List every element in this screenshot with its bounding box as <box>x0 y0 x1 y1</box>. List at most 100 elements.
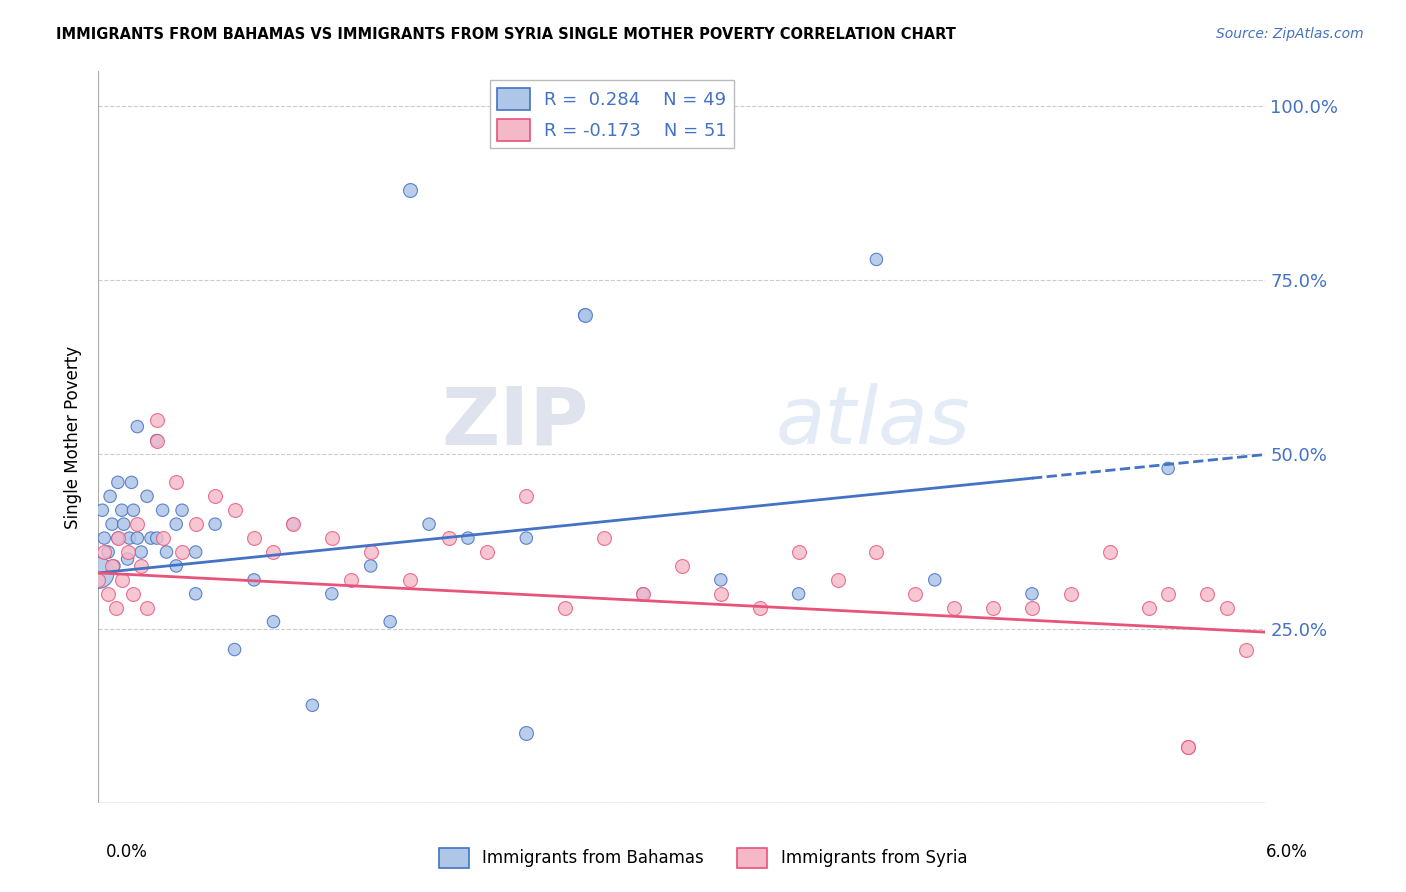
Point <box>281 517 304 532</box>
Point <box>107 475 129 490</box>
Point <box>243 573 266 587</box>
Point <box>184 517 207 532</box>
Text: IMMIGRANTS FROM BAHAMAS VS IMMIGRANTS FROM SYRIA SINGLE MOTHER POVERTY CORRELATI: IMMIGRANTS FROM BAHAMAS VS IMMIGRANTS FR… <box>56 27 956 42</box>
Point <box>122 503 145 517</box>
Text: 0.0%: 0.0% <box>105 843 148 861</box>
Point <box>262 615 284 629</box>
Point <box>1234 642 1257 657</box>
Point <box>165 475 187 490</box>
Point <box>117 545 139 559</box>
Point <box>943 600 966 615</box>
Point <box>139 531 162 545</box>
Point <box>1177 740 1199 755</box>
Point <box>398 183 420 197</box>
Point <box>103 558 125 573</box>
Point <box>1177 740 1199 755</box>
Point <box>865 252 887 267</box>
Point <box>152 531 174 545</box>
Point <box>107 531 129 545</box>
Point <box>165 558 187 573</box>
Point <box>170 503 193 517</box>
Point <box>360 558 382 573</box>
Point <box>787 587 810 601</box>
Point <box>1021 600 1043 615</box>
Point <box>787 545 810 559</box>
Point <box>97 587 120 601</box>
Point <box>111 573 134 587</box>
Point <box>593 531 616 545</box>
Point <box>904 587 927 601</box>
Point <box>146 412 169 426</box>
Text: ZIP: ZIP <box>441 384 589 461</box>
Point <box>865 545 887 559</box>
Point <box>398 573 420 587</box>
Point <box>224 503 246 517</box>
Point <box>101 558 124 573</box>
Point <box>554 600 576 615</box>
Point <box>671 558 693 573</box>
Point <box>1021 587 1043 601</box>
Point <box>262 545 284 559</box>
Point <box>112 517 135 532</box>
Point <box>1157 461 1180 475</box>
Point <box>146 434 169 448</box>
Point <box>301 698 323 713</box>
Point <box>1157 587 1180 601</box>
Point <box>136 489 159 503</box>
Point <box>748 600 770 615</box>
Point <box>1137 600 1160 615</box>
Point <box>101 517 124 532</box>
Point <box>111 503 134 517</box>
Point <box>477 545 499 559</box>
Point <box>146 434 169 448</box>
Point <box>170 545 193 559</box>
Point <box>87 573 110 587</box>
Point <box>98 489 121 503</box>
Point <box>981 600 1004 615</box>
Point <box>127 419 149 434</box>
Point <box>1098 545 1121 559</box>
Point <box>155 545 177 559</box>
Point <box>129 545 152 559</box>
Point <box>136 600 159 615</box>
Point <box>184 545 207 559</box>
Point <box>204 489 226 503</box>
Point <box>204 517 226 532</box>
Text: 6.0%: 6.0% <box>1265 843 1308 861</box>
Point <box>515 489 537 503</box>
Point <box>631 587 654 601</box>
Point <box>418 517 440 532</box>
Point <box>146 531 169 545</box>
Point <box>360 545 382 559</box>
Point <box>87 566 110 580</box>
Point <box>97 545 120 559</box>
Point <box>710 587 733 601</box>
Point <box>457 531 479 545</box>
Point <box>631 587 654 601</box>
Point <box>321 587 343 601</box>
Point <box>574 308 596 322</box>
Point <box>127 517 149 532</box>
Point <box>243 531 266 545</box>
Point <box>515 726 537 740</box>
Point <box>437 531 460 545</box>
Y-axis label: Single Mother Poverty: Single Mother Poverty <box>65 345 83 529</box>
Point <box>121 475 143 490</box>
Point <box>224 642 246 657</box>
Text: Source: ZipAtlas.com: Source: ZipAtlas.com <box>1216 27 1364 41</box>
Point <box>281 517 304 532</box>
Point <box>122 587 145 601</box>
Point <box>924 573 946 587</box>
Text: atlas: atlas <box>775 384 970 461</box>
Point <box>91 503 114 517</box>
Point <box>340 573 363 587</box>
Point <box>129 558 152 573</box>
Point <box>710 573 733 587</box>
Point <box>380 615 402 629</box>
Point <box>93 545 115 559</box>
Point <box>1215 600 1237 615</box>
Point <box>827 573 849 587</box>
Point <box>321 531 343 545</box>
Point <box>117 552 139 566</box>
Point <box>118 531 141 545</box>
